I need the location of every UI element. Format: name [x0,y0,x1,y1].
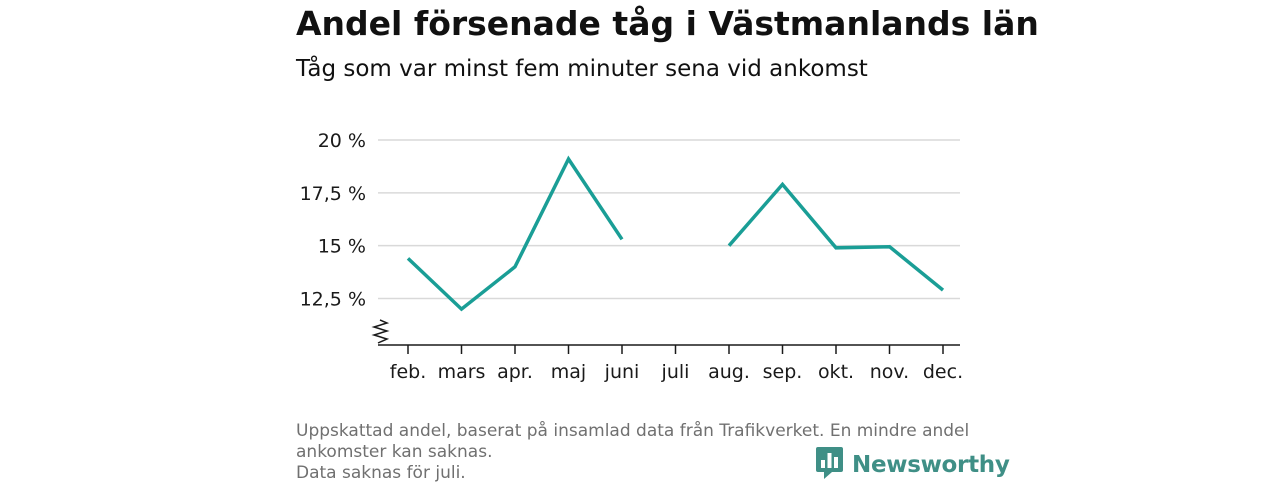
x-tick-label: juni [604,361,640,383]
y-tick-label: 15 % [318,236,366,258]
series-line-segment [727,181,945,292]
series-line-segment [406,155,624,312]
y-tick-label: 12,5 % [300,289,366,311]
x-tick-label: okt. [818,361,854,383]
source-note: Uppskattad andel, baserat på insamlad da… [296,421,970,462]
x-tick-label: maj [551,361,586,383]
x-tick-label: aug. [708,361,750,383]
chart-subtitle: Tåg som var minst fem minuter sena vid a… [296,56,868,82]
x-tick-label: juli [661,361,690,383]
x-tick-label: feb. [390,361,426,383]
x-tick-label: dec. [923,361,963,383]
x-tick-label: apr. [497,361,533,383]
x-axis-tick-labels: feb. mars apr. maj juni juli aug. sep. okt. nov. d… [390,361,963,383]
footer-notes: Uppskattad andel, baserat på insamlad da… [296,421,986,484]
y-tick-label: 20 % [318,130,366,152]
y-axis-tick-labels: 12,5 % 15 % 17,5 % 20 % [300,130,366,311]
x-tick-label: nov. [870,361,909,383]
newsworthy-logo-icon [815,446,844,484]
gridlines [378,139,960,300]
chart-title: Andel försenade tåg i Västmanlands län [296,4,1039,43]
axis-break-icon [371,319,390,344]
y-tick-label: 17,5 % [300,183,366,205]
data-series [406,155,945,312]
missing-data-note: Data saknas för juli. [296,463,466,483]
x-tick-label: sep. [763,361,803,383]
x-axis [371,319,960,354]
brand-name: Newsworthy [852,452,1010,478]
x-tick-label: mars [438,361,486,383]
brand-logo[interactable]: Newsworthy [815,446,1010,484]
